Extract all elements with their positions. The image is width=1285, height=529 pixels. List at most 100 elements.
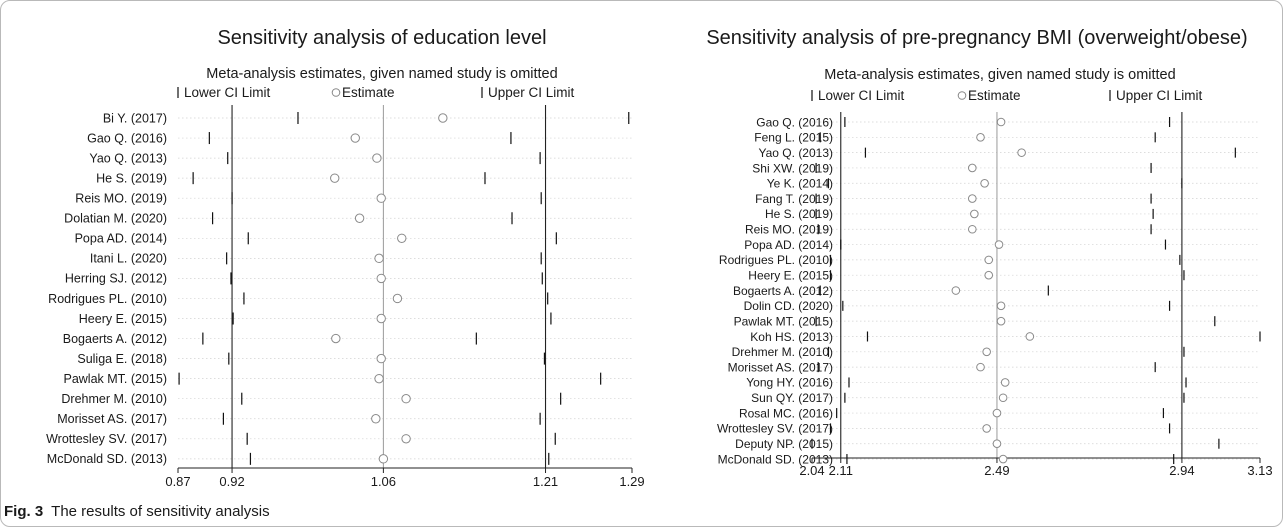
panel2-study-label: Pawlak MT. (2015) xyxy=(734,314,833,328)
panel2-legend-lower-label: Lower CI Limit xyxy=(818,88,905,103)
panel1-legend-estimate-label: Estimate xyxy=(342,85,395,100)
panel1-legend-lower-label: Lower CI Limit xyxy=(184,85,271,100)
panel1-estimate-point xyxy=(438,113,448,123)
panel2-estimate-point xyxy=(970,209,979,219)
figure-label: Fig. 3 xyxy=(4,503,44,520)
panel2-estimate-point xyxy=(992,408,1002,418)
panel2-study-label: Morisset AS. (2017) xyxy=(728,360,833,374)
panel1-study-label: Yao Q. (2013) xyxy=(89,151,167,165)
panel2-study-label: Heery E. (2015) xyxy=(748,269,833,283)
panel1-x-tick-label: 1.06 xyxy=(371,474,396,489)
panel1-x-tick-label: 0.87 xyxy=(165,474,190,489)
panel2-estimate-point xyxy=(996,117,1006,127)
panel2-chart-title: Sensitivity analysis of pre-pregnancy BM… xyxy=(706,27,1247,49)
panel1-chart-title: Sensitivity analysis of education level xyxy=(217,27,546,49)
panel2-legend-estimate-label: Estimate xyxy=(968,88,1021,103)
panel1-study-label: He S. (2019) xyxy=(96,171,167,185)
panel1-x-tick-label: 1.29 xyxy=(619,474,644,489)
panel1-estimate-point xyxy=(401,394,411,404)
panel1-legend-upper-label: Upper CI Limit xyxy=(488,85,575,100)
panel2-estimate-point xyxy=(998,393,1008,403)
panel1-estimate-point xyxy=(374,373,384,384)
panel2-legend-upper-label: Upper CI Limit xyxy=(1116,88,1203,103)
panel2-estimate-point xyxy=(967,224,977,234)
panel1-estimate-point xyxy=(330,173,340,183)
panel1-study-label: Bogaerts A. (2012) xyxy=(63,332,167,346)
panel1-study-label: Dolatian M. (2020) xyxy=(64,212,167,226)
panel1-estimate-point xyxy=(378,454,389,464)
panel1-study-label: Morisset AS. (2017) xyxy=(57,412,167,426)
panel2-study-label: Wrottesley SV. (2017) xyxy=(717,422,833,436)
panel1-study-label: Reis MO. (2019) xyxy=(75,192,167,206)
panel1-study-label: Drehmer M. (2010) xyxy=(61,392,167,406)
panel1-estimate-point xyxy=(397,233,407,244)
panel2-estimate-point xyxy=(992,439,1002,449)
panel1-estimate-point xyxy=(350,133,360,143)
panel2-study-label: Gao Q. (2016) xyxy=(756,115,833,129)
panel1-x-tick-label: 0.92 xyxy=(219,474,244,489)
panel2-study-label: Popa AD. (2014) xyxy=(744,238,833,252)
panel2-study-label: He S. (2019) xyxy=(765,207,833,221)
panel2-legend-estimate-marker xyxy=(957,91,967,100)
panel1-estimate-point xyxy=(376,273,386,284)
panel2-study-label: Sun QY. (2017) xyxy=(751,391,833,405)
panel1-study-label: Wrottesley SV. (2017) xyxy=(46,432,167,446)
panel1-study-label: McDonald SD. (2013) xyxy=(47,452,167,466)
panel2-study-label: Deputy NP. (2015) xyxy=(735,437,833,451)
panel2-study-label: McDonald SD. (2013) xyxy=(718,452,833,466)
panel2-study-label: Bogaerts A. (2012) xyxy=(733,284,833,298)
figure-caption: Fig. 3 The results of sensitivity analysi… xyxy=(4,503,270,520)
panel2-study-label: Feng L. (2015) xyxy=(754,131,833,145)
panel1-study-label: Suliga E. (2018) xyxy=(77,352,167,366)
panel2-study-label: Shi XW. (2019) xyxy=(752,161,833,175)
panel1-estimate-point xyxy=(401,434,411,444)
panel2-study-label: Fang T. (2019) xyxy=(755,192,833,206)
panel2-estimate-point xyxy=(976,133,985,142)
panel2-study-label: Drehmer M. (2010) xyxy=(732,345,833,359)
panel2-estimate-point xyxy=(951,286,961,295)
panel1-study-label: Herring SJ. (2012) xyxy=(65,272,167,286)
panel1-estimate-point xyxy=(376,313,386,324)
panel1-study-label: Rodrigues PL. (2010) xyxy=(48,292,167,306)
panel2-estimate-point xyxy=(1017,148,1026,157)
panel2-study-label: Koh HS. (2013) xyxy=(750,330,833,344)
panel2-estimate-point xyxy=(1000,378,1010,387)
panel2-chart-subtitle: Meta-analysis estimates, given named stu… xyxy=(824,67,1175,83)
panel1-estimate-point xyxy=(392,293,403,304)
panel2-x-tick-label: 2.94 xyxy=(1169,463,1194,478)
panel1-study-label: Itani L. (2020) xyxy=(90,252,167,266)
panel2-x-tick-label: 2.04 xyxy=(799,463,824,478)
panel1-estimate-point xyxy=(376,353,386,364)
panel2-x-tick-label: 3.13 xyxy=(1247,463,1272,478)
panel1-estimate-point xyxy=(372,153,382,163)
panel2-study-label: Dolin CD. (2020) xyxy=(744,299,833,313)
panel2-estimate-point xyxy=(976,362,985,372)
panel2-estimate-point xyxy=(982,347,991,357)
panel1-estimate-point xyxy=(376,193,386,203)
panel2-estimate-point xyxy=(994,240,1004,249)
figure-caption-text: The results of sensitivity analysis xyxy=(51,503,270,520)
panel2-study-label: Yao Q. (2013) xyxy=(759,146,833,160)
panel2-estimate-point xyxy=(967,163,977,173)
panel2-study-label: Yong HY. (2016) xyxy=(746,376,833,390)
panel2-estimate-point xyxy=(980,178,989,188)
panel2-estimate-point xyxy=(1025,332,1035,341)
panel1-chart-subtitle: Meta-analysis estimates, given named stu… xyxy=(206,66,557,82)
panel2-study-label: Ye K. (2014) xyxy=(767,177,833,191)
panel2-estimate-point xyxy=(996,316,1006,326)
panel1-estimate-point xyxy=(374,253,384,264)
panel2-study-label: Reis MO. (2019) xyxy=(745,223,833,237)
panel1-study-label: Popa AD. (2014) xyxy=(75,232,167,246)
panel1-estimate-point xyxy=(371,414,381,424)
panel2-estimate-point xyxy=(967,194,977,203)
panel1-estimate-point xyxy=(331,333,341,344)
panel2-x-tick-label: 2.49 xyxy=(984,463,1009,478)
panel2-estimate-point xyxy=(984,270,994,280)
panel2-x-tick-label: 2.11 xyxy=(829,463,853,478)
panel2-study-label: Rosal MC. (2016) xyxy=(739,406,833,420)
panel1-study-label: Pawlak MT. (2015) xyxy=(63,372,167,386)
panel2-study-label: Rodrigues PL. (2010) xyxy=(719,253,833,267)
panel2-estimate-point xyxy=(982,424,991,433)
